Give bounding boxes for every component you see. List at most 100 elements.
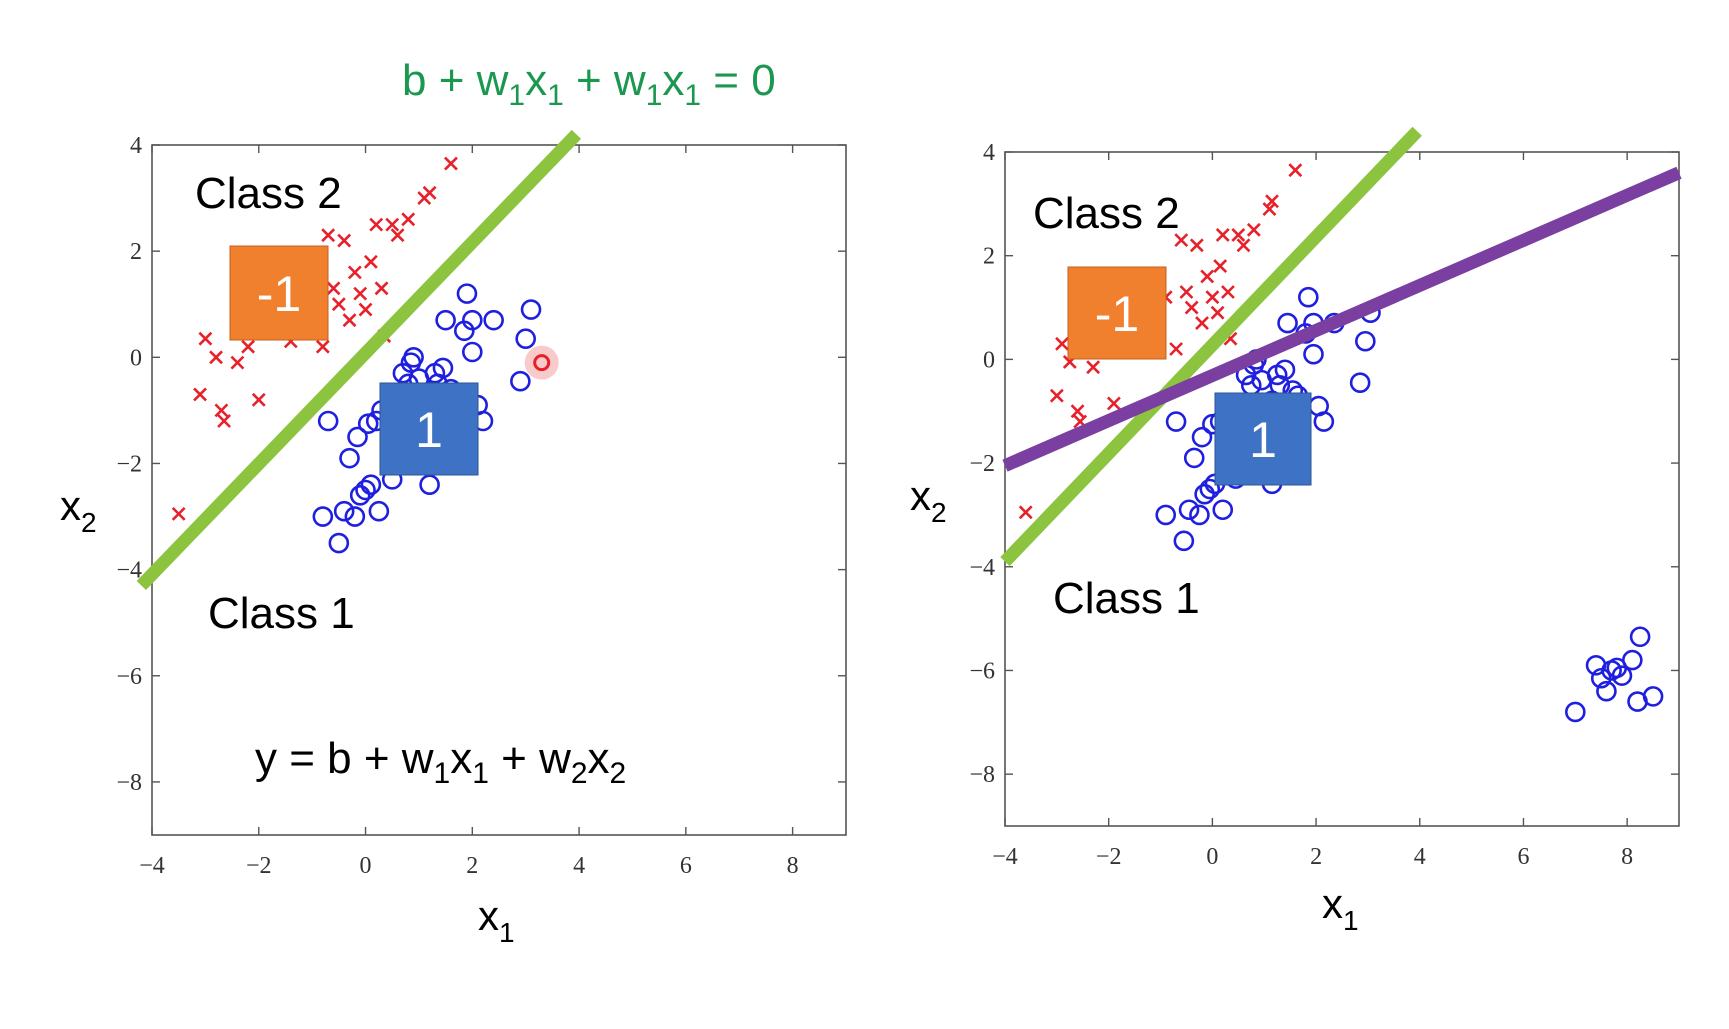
y-tick-label: −2	[969, 451, 995, 477]
x-axis-label: x1	[478, 892, 515, 948]
class1-point	[1274, 359, 1296, 381]
class1-point	[456, 283, 478, 304]
plot-frame	[151, 144, 847, 836]
class1-point	[1240, 375, 1262, 396]
x-tick-label: 2	[466, 853, 478, 879]
class2-point	[1205, 290, 1220, 305]
class1-point	[333, 500, 355, 522]
class1-point	[344, 506, 366, 527]
class1-point	[510, 370, 531, 392]
class1-point	[1173, 530, 1195, 552]
class1-point	[1622, 649, 1643, 671]
class2-point	[1265, 194, 1279, 209]
class2-point	[1195, 316, 1209, 331]
y-tick-label: −8	[116, 770, 142, 796]
class1-label: Class 1	[208, 589, 355, 638]
class2-point	[342, 313, 357, 328]
class1-point	[520, 299, 542, 320]
class2-point	[214, 403, 229, 418]
y-axis-label: x2	[60, 482, 97, 538]
class1-point	[432, 357, 454, 379]
badge-minus-one	[229, 245, 329, 341]
y-tick-label: −6	[116, 664, 142, 690]
class2-point	[444, 156, 458, 171]
class2-point	[1086, 360, 1101, 375]
class2-point	[1169, 342, 1184, 356]
x-tick-label: 6	[1517, 844, 1529, 870]
class2-point	[217, 414, 231, 428]
y-tick-label: 4	[130, 133, 142, 159]
class2-point	[251, 392, 266, 407]
x-tick-label: 0	[1206, 844, 1218, 870]
badge-minus-one-label: -1	[257, 266, 301, 322]
class1-point	[462, 341, 483, 363]
x-tick-label: −2	[246, 853, 272, 879]
equation-subscript: 1	[508, 79, 525, 112]
y-tick-label: 2	[130, 239, 142, 265]
class1-point	[312, 506, 334, 527]
class2-point	[1106, 396, 1121, 411]
class2-point	[230, 355, 245, 370]
class2-point	[1174, 233, 1189, 248]
class1-point	[1194, 483, 1215, 505]
equation-subscript: 1	[684, 79, 701, 112]
badge-one-label: 1	[1249, 412, 1277, 468]
green-boundary-line	[1000, 126, 1422, 567]
class2-point	[321, 228, 336, 243]
y-tick-label: −2	[116, 451, 142, 477]
class2-point	[374, 281, 389, 296]
class2-point	[193, 387, 207, 402]
class2-point	[363, 254, 378, 269]
class2-point	[1210, 305, 1225, 320]
x-tick-label: 8	[1621, 844, 1633, 870]
class1-point	[349, 485, 371, 506]
class2-point	[401, 212, 416, 227]
highlight-glow	[524, 345, 559, 380]
class2-point	[1231, 228, 1246, 242]
class2-point	[1018, 505, 1033, 520]
decision-boundary-equation: b + w1x1 + w1x1 = 0	[402, 56, 776, 112]
class1-point	[1155, 504, 1177, 526]
class1-point	[1565, 701, 1586, 723]
class2-point	[198, 331, 213, 346]
x-tick-label: −4	[992, 844, 1018, 870]
equation-subscript: 1	[434, 757, 451, 790]
class2-point	[1055, 336, 1069, 351]
class2-point	[1221, 285, 1235, 299]
right-plot: −4 −2 0 2 4 6 8 4 2 0 −2 −4 −6 −8 Class 2 Class 1 -1 1 x2 x…	[910, 126, 1682, 936]
badge-minus-one-label: -1	[1095, 286, 1139, 342]
highlighted-point	[533, 354, 551, 372]
equation-subscript: 2	[571, 757, 588, 790]
class2-point	[326, 281, 341, 296]
x-axis-label: x1	[1322, 880, 1359, 936]
class2-point	[1184, 300, 1199, 315]
y-tick-label: 0	[130, 345, 142, 371]
y-axis-label: x2	[910, 472, 947, 528]
class2-point	[385, 217, 400, 232]
class1-point	[355, 479, 376, 501]
class1-point	[317, 410, 339, 432]
class1-point	[1303, 343, 1324, 365]
y-tick-label: −8	[969, 762, 995, 788]
class1-label: Class 1	[1053, 574, 1200, 623]
class2-point	[1288, 163, 1303, 178]
class1-point	[403, 347, 424, 368]
x-tick-label: 4	[573, 853, 585, 879]
class1-point	[435, 309, 456, 331]
class2-point	[390, 228, 405, 243]
equation-subscript: 1	[547, 79, 564, 112]
class1-point	[347, 426, 368, 448]
class1-point	[1355, 330, 1376, 352]
class1-point	[1611, 665, 1633, 686]
class1-point	[1596, 680, 1617, 702]
badge-one	[1214, 392, 1312, 486]
equation-term: + w	[564, 56, 646, 105]
badge-one	[379, 382, 479, 476]
y-tick-label: 4	[983, 140, 995, 166]
model-equation: y = b + w1x1 + w2x2	[255, 734, 626, 790]
class2-point	[209, 350, 223, 365]
x-tick-label: −2	[1096, 844, 1122, 870]
class2-point	[1179, 285, 1194, 299]
plot-frame	[1004, 151, 1680, 827]
equation-term: x	[588, 734, 610, 783]
